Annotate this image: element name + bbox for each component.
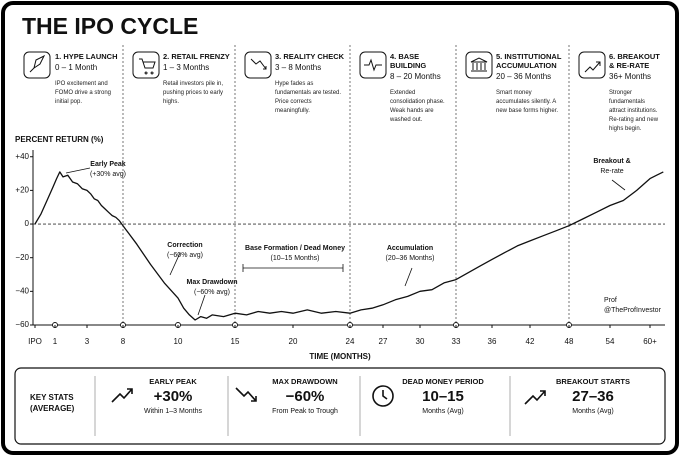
y-axis-label: PERCENT RETURN (%) — [15, 135, 104, 144]
x-tick-label: 3 — [85, 337, 90, 346]
x-tick-label: 24 — [346, 337, 355, 346]
stat-label: BREAKOUT STARTS — [555, 377, 631, 386]
stat-label: EARLY PEAK — [149, 377, 197, 386]
phase-description: Smart money accumulates silently. A new … — [496, 90, 559, 114]
phase-icons — [23, 51, 606, 79]
annotation: (−60% avg) — [167, 252, 203, 259]
annotation: Prof — [604, 297, 617, 304]
x-tick-label: 10 — [174, 337, 183, 346]
annotation: (10–15 Months) — [270, 255, 319, 262]
x-tick-label: 1 — [53, 337, 58, 346]
stats-box — [14, 367, 666, 445]
y-tick-label: −20 — [15, 253, 29, 262]
stats-dividers — [94, 376, 511, 436]
y-tick-label: 0 — [25, 219, 30, 228]
x-tick-label: 27 — [379, 337, 388, 346]
stat-note: Within 1–3 Months — [144, 408, 202, 415]
stat-label: DEAD MONEY PERIOD — [402, 377, 484, 386]
phase: 1. HYPE LAUNCH 0 – 1 Month IPO excitement … — [55, 52, 118, 107]
phase: 2. RETAIL FRENZY 1 – 3 Months Retail inves… — [163, 52, 230, 107]
phase-description: IPO excitement and FOMO drive a strong i… — [55, 81, 112, 105]
stat-value: −60% — [285, 388, 325, 405]
phase-duration: 1 – 3 Months — [163, 63, 210, 72]
x-tick-label: 36 — [488, 337, 497, 346]
y-tick-label: +20 — [15, 185, 29, 194]
annotation: Re-rate — [600, 168, 623, 175]
stat-note: Months (Avg) — [422, 408, 464, 415]
x-tick-label: 60+ — [643, 337, 657, 346]
phase: 6. BREAKOUT & RE-RATE 36+ Months Stronger … — [609, 52, 660, 134]
annotation: Correction — [167, 242, 202, 249]
y-tick-label: +40 — [15, 152, 29, 161]
phase-description: Hype fades as fundamentals are tested. P… — [275, 81, 342, 114]
annotation: Breakout & — [593, 158, 630, 165]
x-tick-label: IPO — [28, 337, 42, 346]
x-tick-label: 54 — [606, 337, 615, 346]
annotation: (20–36 Months) — [385, 255, 434, 262]
stats-heading: (AVERAGE) — [30, 404, 75, 413]
phase-title: 6. BREAKOUT & RE-RATE — [609, 52, 660, 70]
phase: 4. BASE BUILDING 8 – 20 Months Extended co… — [390, 52, 451, 125]
stats-icons — [111, 385, 546, 407]
phase-title: 2. RETAIL FRENZY — [163, 52, 230, 61]
x-tick-label: 15 — [231, 337, 240, 346]
annotation: @TheProfInvestor — [604, 307, 662, 314]
x-tick-label: 42 — [526, 337, 535, 346]
stat: DEAD MONEY PERIOD 10–15 Months (Avg) — [388, 377, 498, 415]
y-tick-label: −40 — [15, 286, 29, 295]
phase-duration: 20 – 36 Months — [496, 72, 552, 81]
stat-value: 10–15 — [422, 388, 464, 405]
phase-duration: 0 – 1 Month — [55, 63, 98, 72]
base-bracket-ends — [242, 264, 344, 272]
annotation: Early Peak — [90, 161, 126, 168]
stat-note: From Peak to Trough — [272, 408, 338, 415]
stat-note: Months (Avg) — [572, 408, 614, 415]
x-axis-label: TIME (MONTHS) — [309, 352, 371, 361]
phase-title: 5. INSTITUTIONAL ACCUMULATION — [496, 52, 562, 70]
y-tick-label: −60 — [15, 320, 29, 329]
annotation: Accumulation — [387, 245, 433, 252]
stats-heading: KEY STATS — [30, 393, 74, 402]
phase-duration: 3 – 8 Months — [275, 63, 322, 72]
return-line — [34, 171, 664, 321]
x-tick-label: 30 — [416, 337, 425, 346]
phase: 5. INSTITUTIONAL ACCUMULATION 20 – 36 Mon… — [496, 52, 564, 116]
phase-duration: 8 – 20 Months — [390, 72, 441, 81]
x-tick-label: 48 — [565, 337, 574, 346]
phase-description: Stronger fundamentals attract institutio… — [609, 90, 659, 132]
phase-dividers — [122, 45, 570, 325]
annotation: (−60% avg) — [194, 289, 230, 296]
annotation-arrows — [65, 167, 626, 316]
x-tick-label: 20 — [289, 337, 298, 346]
stat: MAX DRAWDOWN −60% From Peak to Trough — [250, 377, 360, 415]
x-tick-label: 8 — [121, 337, 126, 346]
stat: BREAKOUT STARTS 27–36 Months (Avg) — [538, 377, 648, 415]
annotation: (+30% avg) — [90, 171, 126, 178]
phase-description: Retail investors pile in, pushing prices… — [163, 81, 224, 105]
phase-title: 4. BASE BUILDING — [390, 52, 427, 70]
stat: EARLY PEAK +30% Within 1–3 Months — [118, 377, 228, 415]
annotation: Base Formation / Dead Money — [245, 245, 345, 252]
annotation: Max Drawdown — [187, 279, 238, 286]
stat-value: 27–36 — [572, 388, 614, 405]
phase-duration: 36+ Months — [609, 72, 652, 81]
phase-title: 3. REALITY CHECK — [275, 52, 345, 61]
stat-value: +30% — [153, 388, 193, 405]
page-title: THE IPO CYCLE — [22, 13, 198, 39]
phase-title: 1. HYPE LAUNCH — [55, 52, 118, 61]
stat-label: MAX DRAWDOWN — [272, 377, 338, 386]
phase-description: Extended consolidation phase. Weak hands… — [390, 90, 445, 123]
x-tick-label: 33 — [452, 337, 461, 346]
phase: 3. REALITY CHECK 3 – 8 Months Hype fades a… — [275, 52, 345, 116]
